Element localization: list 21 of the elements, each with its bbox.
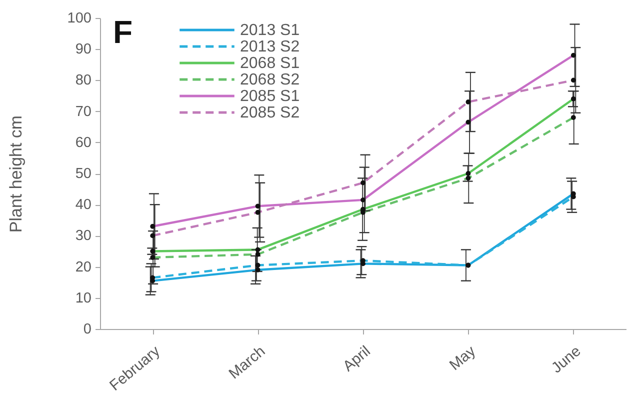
y-tick-label: 80 xyxy=(75,72,92,89)
y-tick-label: 0 xyxy=(83,322,92,338)
legend-label: 2068 S2 xyxy=(240,72,300,88)
y-tick-label: 100 xyxy=(67,10,92,26)
y-tick-label: 30 xyxy=(75,228,92,244)
y-tick-label: 70 xyxy=(75,104,92,120)
legend-label: 2068 S1 xyxy=(240,55,300,72)
y-tick-label: 60 xyxy=(75,134,92,151)
y-tick-label: 40 xyxy=(75,197,92,214)
y-tick-label: 50 xyxy=(75,166,92,182)
chart-title: F xyxy=(113,14,133,50)
y-tick-label: 10 xyxy=(75,290,92,306)
y-axis-title: Plant height cm xyxy=(6,115,26,233)
legend-label: 2013 S2 xyxy=(240,38,300,56)
y-tick-label: 20 xyxy=(75,259,92,276)
legend-label: 2013 S1 xyxy=(240,22,300,39)
x-tick-label: May xyxy=(446,342,480,374)
x-tick-label: June xyxy=(548,342,584,377)
legend-label: 2085 S2 xyxy=(240,104,300,122)
y-tick-label: 90 xyxy=(75,42,92,58)
legend-label: 2085 S1 xyxy=(240,88,300,105)
